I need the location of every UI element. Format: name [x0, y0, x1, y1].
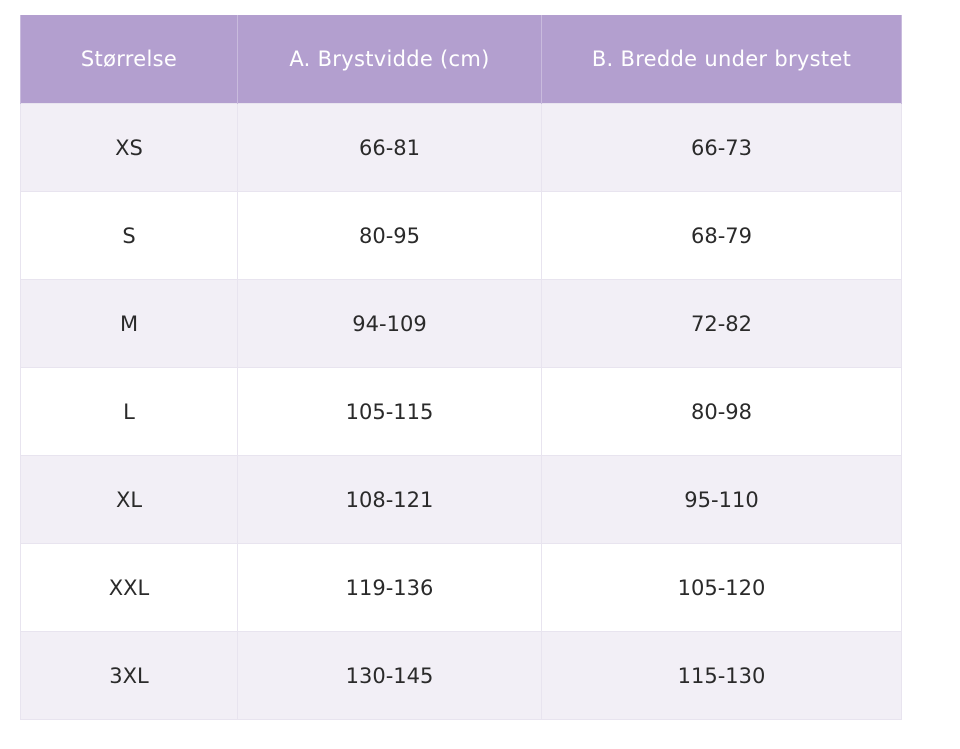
bust-width-cell: 66-81 [237, 103, 542, 192]
bust-width-cell: 94-109 [237, 279, 542, 368]
table-row: S 80-95 68-79 [20, 191, 902, 280]
underbust-width-cell: 66-73 [541, 103, 902, 192]
bust-width-cell: 108-121 [237, 455, 542, 544]
bust-width-cell: 80-95 [237, 191, 542, 280]
size-cell: S [20, 191, 238, 280]
table-row: XL 108-121 95-110 [20, 455, 902, 544]
table-row: L 105-115 80-98 [20, 367, 902, 456]
underbust-width-cell: 68-79 [541, 191, 902, 280]
underbust-width-cell: 80-98 [541, 367, 902, 456]
table-row: M 94-109 72-82 [20, 279, 902, 368]
table-row: XS 66-81 66-73 [20, 103, 902, 192]
size-cell: XS [20, 103, 238, 192]
underbust-width-cell: 105-120 [541, 543, 902, 632]
underbust-width-cell: 95-110 [541, 455, 902, 544]
size-cell: XXL [20, 543, 238, 632]
size-chart-table: Størrelse A. Brystvidde (cm) B. Bredde u… [20, 15, 902, 720]
size-cell: 3XL [20, 631, 238, 720]
header-size: Størrelse [20, 15, 238, 104]
underbust-width-cell: 115-130 [541, 631, 902, 720]
size-cell: XL [20, 455, 238, 544]
header-bust-width: A. Brystvidde (cm) [237, 15, 542, 104]
size-cell: L [20, 367, 238, 456]
table-row: XXL 119-136 105-120 [20, 543, 902, 632]
table-row: 3XL 130-145 115-130 [20, 631, 902, 720]
size-cell: M [20, 279, 238, 368]
underbust-width-cell: 72-82 [541, 279, 902, 368]
bust-width-cell: 130-145 [237, 631, 542, 720]
table-header-row: Størrelse A. Brystvidde (cm) B. Bredde u… [20, 15, 902, 104]
bust-width-cell: 119-136 [237, 543, 542, 632]
header-underbust-width: B. Bredde under brystet [541, 15, 902, 104]
bust-width-cell: 105-115 [237, 367, 542, 456]
